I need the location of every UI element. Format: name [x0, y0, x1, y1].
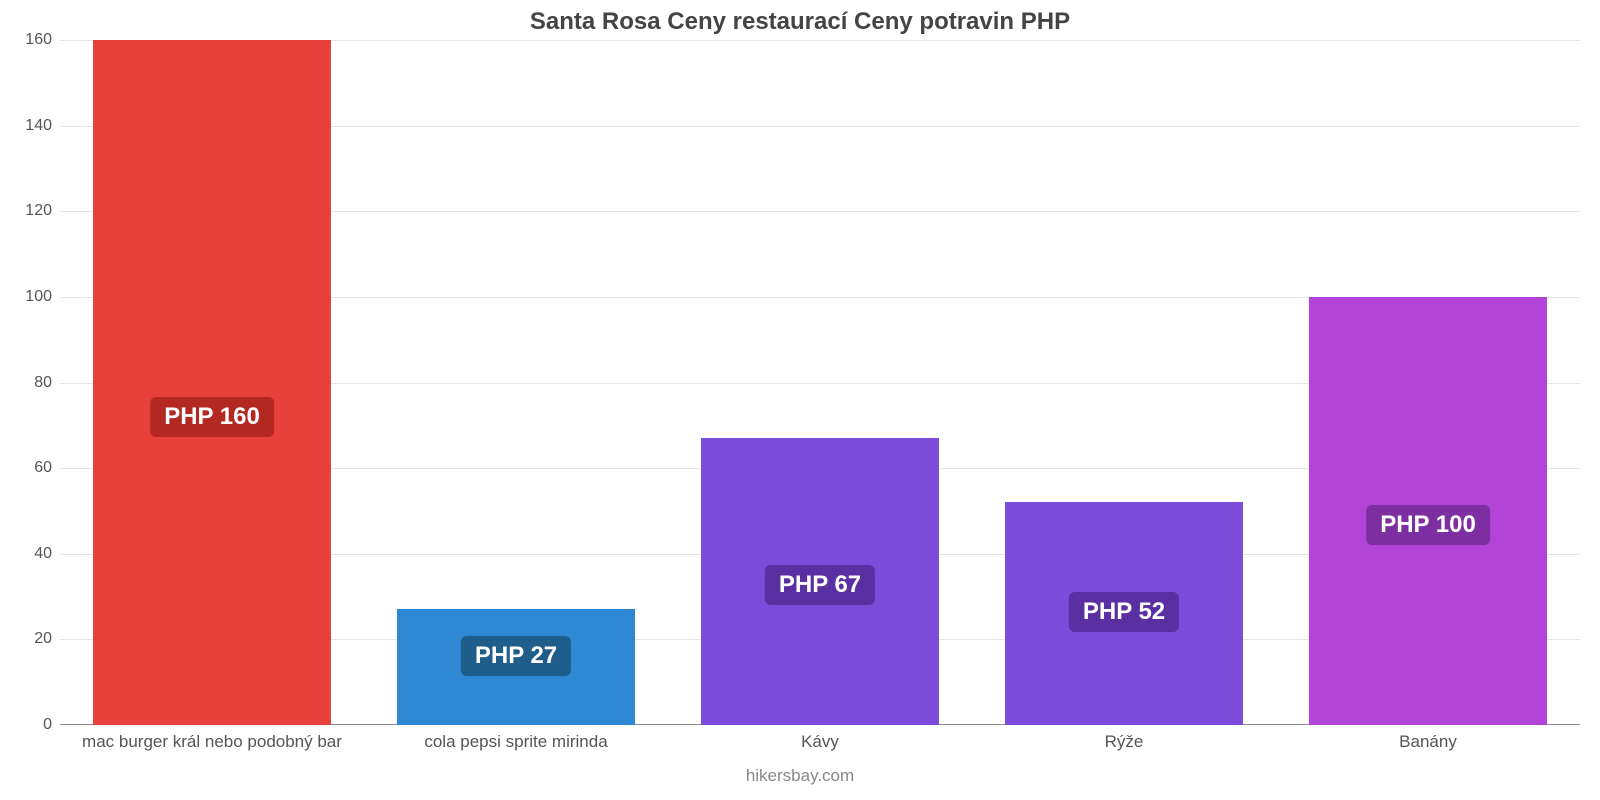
bar — [93, 40, 330, 725]
bar-slot: PHP 52 — [972, 40, 1276, 725]
bar-slot: PHP 27 — [364, 40, 668, 725]
footer-credit: hikersbay.com — [0, 766, 1600, 786]
y-tick-label: 160 — [25, 31, 52, 49]
plot-area: 020406080100120140160 PHP 160PHP 27PHP 6… — [60, 40, 1580, 725]
bar-slot: PHP 100 — [1276, 40, 1580, 725]
x-axis-label: mac burger král nebo podobný bar — [60, 732, 364, 752]
x-axis-label: cola pepsi sprite mirinda — [364, 732, 668, 752]
y-tick-label: 60 — [34, 459, 52, 477]
y-tick-label: 40 — [34, 545, 52, 563]
value-badge: PHP 67 — [765, 565, 875, 605]
x-axis-label: Banány — [1276, 732, 1580, 752]
y-tick-label: 140 — [25, 117, 52, 135]
x-axis-label: Kávy — [668, 732, 972, 752]
x-axis-labels: mac burger král nebo podobný barcola pep… — [60, 732, 1580, 752]
bar-slot: PHP 67 — [668, 40, 972, 725]
y-tick-label: 120 — [25, 202, 52, 220]
value-badge: PHP 52 — [1069, 592, 1179, 632]
value-badge: PHP 27 — [461, 636, 571, 676]
value-badge: PHP 160 — [150, 397, 274, 437]
chart-title: Santa Rosa Ceny restaurací Ceny potravin… — [0, 0, 1600, 36]
y-tick-label: 100 — [25, 288, 52, 306]
y-tick-label: 0 — [43, 716, 52, 734]
y-tick-label: 80 — [34, 374, 52, 392]
bar-slot: PHP 160 — [60, 40, 364, 725]
x-axis-label: Rýže — [972, 732, 1276, 752]
value-badge: PHP 100 — [1366, 505, 1490, 545]
y-tick-label: 20 — [34, 630, 52, 648]
